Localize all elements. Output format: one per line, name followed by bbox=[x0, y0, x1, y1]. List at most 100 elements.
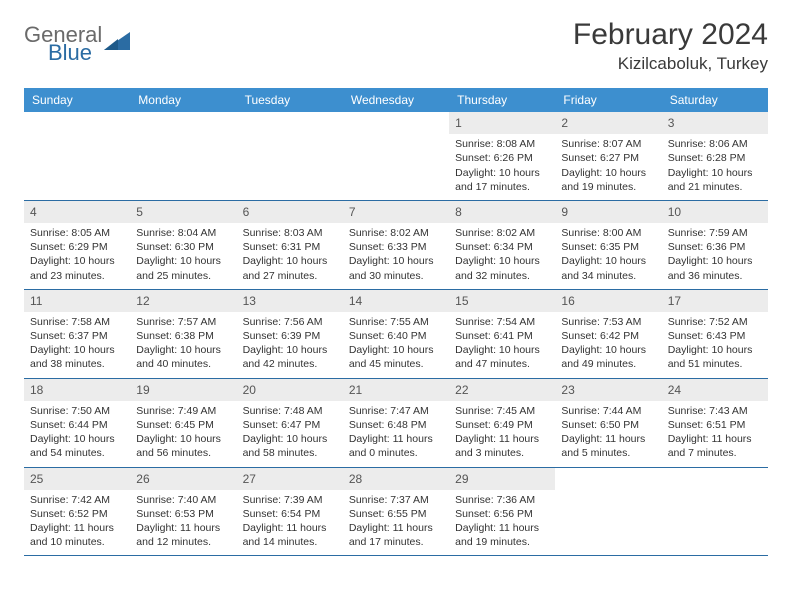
sunrise-line: Sunrise: 7:58 AM bbox=[30, 315, 124, 329]
day-cell: 5Sunrise: 8:04 AMSunset: 6:30 PMDaylight… bbox=[130, 201, 236, 289]
sunrise-line: Sunrise: 7:50 AM bbox=[30, 404, 124, 418]
day-body: Sunrise: 8:08 AMSunset: 6:26 PMDaylight:… bbox=[449, 134, 555, 200]
sunrise-line: Sunrise: 7:52 AM bbox=[668, 315, 762, 329]
day-number: 17 bbox=[662, 290, 768, 312]
weeks-container: ....1Sunrise: 8:08 AMSunset: 6:26 PMDayl… bbox=[24, 112, 768, 556]
logo-text: General Blue bbox=[24, 24, 102, 64]
day-cell: 15Sunrise: 7:54 AMSunset: 6:41 PMDayligh… bbox=[449, 290, 555, 378]
day-cell: 14Sunrise: 7:55 AMSunset: 6:40 PMDayligh… bbox=[343, 290, 449, 378]
sunset-line: Sunset: 6:51 PM bbox=[668, 418, 762, 432]
sunrise-line: Sunrise: 7:48 AM bbox=[243, 404, 337, 418]
daylight-line: Daylight: 10 hours and 42 minutes. bbox=[243, 343, 337, 371]
sunrise-line: Sunrise: 7:36 AM bbox=[455, 493, 549, 507]
day-body: Sunrise: 7:40 AMSunset: 6:53 PMDaylight:… bbox=[130, 490, 236, 556]
sunset-line: Sunset: 6:30 PM bbox=[136, 240, 230, 254]
daylight-line: Daylight: 11 hours and 3 minutes. bbox=[455, 432, 549, 460]
day-number: 18 bbox=[24, 379, 130, 401]
daylight-line: Daylight: 10 hours and 21 minutes. bbox=[668, 166, 762, 194]
day-number: 9 bbox=[555, 201, 661, 223]
day-number: 16 bbox=[555, 290, 661, 312]
week-row: 4Sunrise: 8:05 AMSunset: 6:29 PMDaylight… bbox=[24, 201, 768, 290]
daylight-line: Daylight: 10 hours and 25 minutes. bbox=[136, 254, 230, 282]
day-body: Sunrise: 7:36 AMSunset: 6:56 PMDaylight:… bbox=[449, 490, 555, 556]
day-cell: 18Sunrise: 7:50 AMSunset: 6:44 PMDayligh… bbox=[24, 379, 130, 467]
sunrise-line: Sunrise: 7:54 AM bbox=[455, 315, 549, 329]
day-number: 20 bbox=[237, 379, 343, 401]
sunset-line: Sunset: 6:37 PM bbox=[30, 329, 124, 343]
day-number: 4 bbox=[24, 201, 130, 223]
daylight-line: Daylight: 10 hours and 56 minutes. bbox=[136, 432, 230, 460]
calendar: SundayMondayTuesdayWednesdayThursdayFrid… bbox=[24, 88, 768, 556]
sunset-line: Sunset: 6:33 PM bbox=[349, 240, 443, 254]
day-number: 6 bbox=[237, 201, 343, 223]
day-cell: 22Sunrise: 7:45 AMSunset: 6:49 PMDayligh… bbox=[449, 379, 555, 467]
sunset-line: Sunset: 6:44 PM bbox=[30, 418, 124, 432]
sunrise-line: Sunrise: 7:40 AM bbox=[136, 493, 230, 507]
day-body: Sunrise: 7:57 AMSunset: 6:38 PMDaylight:… bbox=[130, 312, 236, 378]
week-row: 11Sunrise: 7:58 AMSunset: 6:37 PMDayligh… bbox=[24, 290, 768, 379]
sunrise-line: Sunrise: 7:55 AM bbox=[349, 315, 443, 329]
day-body: Sunrise: 8:04 AMSunset: 6:30 PMDaylight:… bbox=[130, 223, 236, 289]
sunrise-line: Sunrise: 7:42 AM bbox=[30, 493, 124, 507]
sunset-line: Sunset: 6:34 PM bbox=[455, 240, 549, 254]
sunset-line: Sunset: 6:48 PM bbox=[349, 418, 443, 432]
daylight-line: Daylight: 10 hours and 30 minutes. bbox=[349, 254, 443, 282]
daylight-line: Daylight: 11 hours and 19 minutes. bbox=[455, 521, 549, 549]
sunrise-line: Sunrise: 7:44 AM bbox=[561, 404, 655, 418]
sunrise-line: Sunrise: 7:49 AM bbox=[136, 404, 230, 418]
day-number: 13 bbox=[237, 290, 343, 312]
daylight-line: Daylight: 10 hours and 19 minutes. bbox=[561, 166, 655, 194]
day-number: 26 bbox=[130, 468, 236, 490]
daylight-line: Daylight: 10 hours and 23 minutes. bbox=[30, 254, 124, 282]
day-cell: 19Sunrise: 7:49 AMSunset: 6:45 PMDayligh… bbox=[130, 379, 236, 467]
day-body: Sunrise: 8:02 AMSunset: 6:33 PMDaylight:… bbox=[343, 223, 449, 289]
daylight-line: Daylight: 11 hours and 10 minutes. bbox=[30, 521, 124, 549]
sunset-line: Sunset: 6:26 PM bbox=[455, 151, 549, 165]
month-title: February 2024 bbox=[573, 18, 768, 52]
day-cell: 8Sunrise: 8:02 AMSunset: 6:34 PMDaylight… bbox=[449, 201, 555, 289]
sunset-line: Sunset: 6:55 PM bbox=[349, 507, 443, 521]
weekday-header: Thursday bbox=[449, 88, 555, 112]
sunrise-line: Sunrise: 8:00 AM bbox=[561, 226, 655, 240]
daylight-line: Daylight: 11 hours and 7 minutes. bbox=[668, 432, 762, 460]
day-body: Sunrise: 7:54 AMSunset: 6:41 PMDaylight:… bbox=[449, 312, 555, 378]
daylight-line: Daylight: 10 hours and 17 minutes. bbox=[455, 166, 549, 194]
day-body: Sunrise: 7:49 AMSunset: 6:45 PMDaylight:… bbox=[130, 401, 236, 467]
weekday-header-row: SundayMondayTuesdayWednesdayThursdayFrid… bbox=[24, 88, 768, 112]
sunrise-line: Sunrise: 7:53 AM bbox=[561, 315, 655, 329]
weekday-header: Tuesday bbox=[237, 88, 343, 112]
week-row: 25Sunrise: 7:42 AMSunset: 6:52 PMDayligh… bbox=[24, 468, 768, 557]
daylight-line: Daylight: 10 hours and 32 minutes. bbox=[455, 254, 549, 282]
daylight-line: Daylight: 11 hours and 14 minutes. bbox=[243, 521, 337, 549]
day-number: 3 bbox=[662, 112, 768, 134]
day-cell: 7Sunrise: 8:02 AMSunset: 6:33 PMDaylight… bbox=[343, 201, 449, 289]
sunset-line: Sunset: 6:39 PM bbox=[243, 329, 337, 343]
daylight-line: Daylight: 11 hours and 12 minutes. bbox=[136, 521, 230, 549]
day-number: 5 bbox=[130, 201, 236, 223]
daylight-line: Daylight: 10 hours and 58 minutes. bbox=[243, 432, 337, 460]
sunrise-line: Sunrise: 8:06 AM bbox=[668, 137, 762, 151]
day-number: 2 bbox=[555, 112, 661, 134]
day-cell: 17Sunrise: 7:52 AMSunset: 6:43 PMDayligh… bbox=[662, 290, 768, 378]
logo-triangle-icon bbox=[104, 30, 130, 59]
daylight-line: Daylight: 11 hours and 17 minutes. bbox=[349, 521, 443, 549]
day-number: 21 bbox=[343, 379, 449, 401]
day-body: Sunrise: 7:50 AMSunset: 6:44 PMDaylight:… bbox=[24, 401, 130, 467]
sunrise-line: Sunrise: 7:57 AM bbox=[136, 315, 230, 329]
day-body: Sunrise: 8:07 AMSunset: 6:27 PMDaylight:… bbox=[555, 134, 661, 200]
sunrise-line: Sunrise: 7:45 AM bbox=[455, 404, 549, 418]
day-cell: 25Sunrise: 7:42 AMSunset: 6:52 PMDayligh… bbox=[24, 468, 130, 556]
sunset-line: Sunset: 6:47 PM bbox=[243, 418, 337, 432]
daylight-line: Daylight: 10 hours and 36 minutes. bbox=[668, 254, 762, 282]
day-number: 23 bbox=[555, 379, 661, 401]
day-cell: 29Sunrise: 7:36 AMSunset: 6:56 PMDayligh… bbox=[449, 468, 555, 556]
sunrise-line: Sunrise: 8:02 AM bbox=[455, 226, 549, 240]
logo-line2: Blue bbox=[48, 42, 102, 64]
day-body: Sunrise: 7:59 AMSunset: 6:36 PMDaylight:… bbox=[662, 223, 768, 289]
day-body: Sunrise: 8:02 AMSunset: 6:34 PMDaylight:… bbox=[449, 223, 555, 289]
day-cell: 10Sunrise: 7:59 AMSunset: 6:36 PMDayligh… bbox=[662, 201, 768, 289]
day-cell: 13Sunrise: 7:56 AMSunset: 6:39 PMDayligh… bbox=[237, 290, 343, 378]
daylight-line: Daylight: 11 hours and 0 minutes. bbox=[349, 432, 443, 460]
day-cell: 26Sunrise: 7:40 AMSunset: 6:53 PMDayligh… bbox=[130, 468, 236, 556]
weekday-header: Sunday bbox=[24, 88, 130, 112]
